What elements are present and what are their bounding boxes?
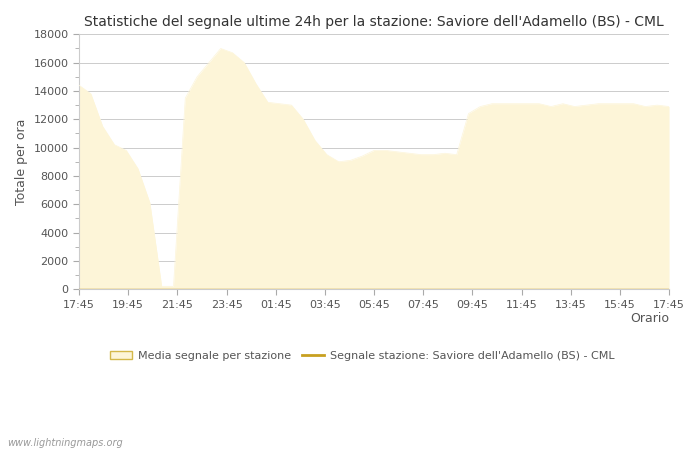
Title: Statistiche del segnale ultime 24h per la stazione: Saviore dell'Adamello (BS) -: Statistiche del segnale ultime 24h per l… [84,15,664,29]
Y-axis label: Totale per ora: Totale per ora [15,118,28,205]
Text: www.lightningmaps.org: www.lightningmaps.org [7,438,122,448]
X-axis label: Orario: Orario [630,312,669,325]
Legend: Media segnale per stazione, Segnale stazione: Saviore dell'Adamello (BS) - CML: Media segnale per stazione, Segnale staz… [106,346,619,365]
